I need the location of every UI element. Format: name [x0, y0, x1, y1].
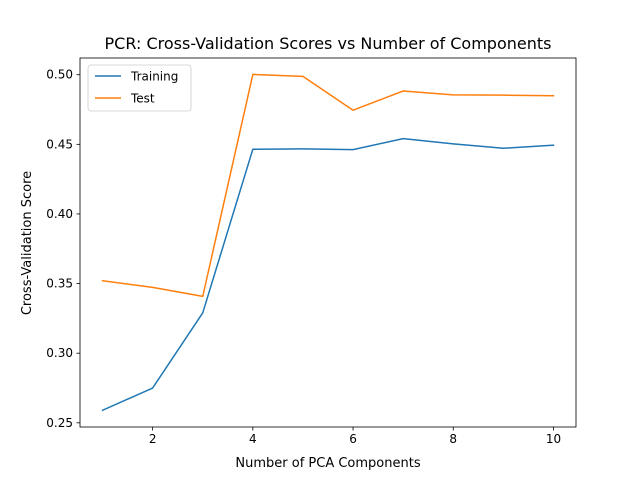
y-tick-label: 0.45	[46, 137, 73, 151]
chart-title: PCR: Cross-Validation Scores vs Number o…	[105, 34, 552, 53]
x-tick-label: 8	[449, 432, 457, 446]
legend-label-test: Test	[130, 92, 155, 106]
x-tick-label: 4	[249, 432, 257, 446]
y-tick-label: 0.35	[46, 277, 73, 291]
legend-label-training: Training	[130, 70, 178, 84]
y-tick-label: 0.30	[46, 346, 73, 360]
y-axis-label: Cross-Validation Score	[20, 171, 35, 315]
x-tick-label: 6	[349, 432, 357, 446]
y-tick-label: 0.40	[46, 207, 73, 221]
y-tick-label: 0.25	[46, 416, 73, 430]
x-tick-label: 2	[149, 432, 157, 446]
x-tick-label: 10	[546, 432, 561, 446]
legend: Training Test	[88, 65, 191, 111]
x-axis-label: Number of PCA Components	[235, 456, 420, 471]
y-tick-label: 0.50	[46, 68, 73, 82]
